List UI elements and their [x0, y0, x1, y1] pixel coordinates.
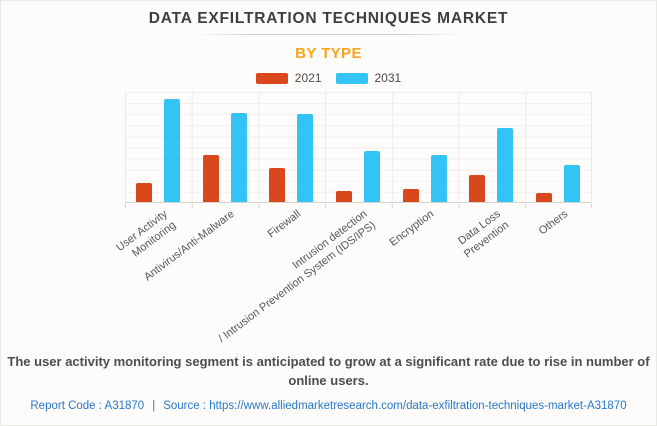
bar-group [125, 92, 192, 202]
report-code: Report Code : A31870 [30, 400, 145, 412]
bar-2031[interactable] [430, 155, 447, 202]
bar-group [458, 92, 525, 202]
source-label: Source : [163, 400, 207, 412]
bar-group [258, 92, 325, 202]
bar-2021[interactable] [202, 155, 219, 202]
legend-item-2021[interactable]: 2021 [255, 71, 322, 85]
bar-group [192, 92, 259, 202]
x-axis-label: Data Loss Prevention [456, 208, 512, 261]
source-url[interactable]: https://www.alliedmarketresearch.com/dat… [209, 400, 627, 412]
bar-2031[interactable] [563, 165, 580, 202]
x-axis-label: Encryption [387, 208, 437, 249]
x-axis-label: Intrusion detection / Intrusion Preventio… [216, 208, 378, 345]
x-axis-ticks [125, 204, 592, 208]
bar-2021[interactable] [402, 188, 419, 202]
x-axis-label: Others [536, 208, 570, 238]
bar-2021[interactable] [136, 183, 153, 202]
bar-2031[interactable] [164, 98, 181, 202]
x-axis-label: Firewall [265, 208, 304, 241]
bar-group [325, 92, 392, 202]
legend-label: 2021 [294, 71, 322, 85]
bar-2031[interactable] [497, 127, 514, 202]
bar-group [524, 92, 591, 202]
bar-group [391, 92, 458, 202]
bar-2021[interactable] [469, 175, 486, 202]
title-divider [192, 34, 465, 35]
source-line: Report Code : A31870 | Source : https://ww… [1, 400, 656, 412]
bar-2021[interactable] [269, 167, 286, 202]
bar-2021[interactable] [336, 190, 353, 202]
chart-description: The user activity monitoring segment is … [7, 354, 650, 388]
legend-label: 2031 [374, 71, 402, 85]
chart-subtitle: BY TYPE [295, 45, 362, 62]
bar-2031[interactable] [230, 113, 247, 202]
bar-2031[interactable] [297, 114, 314, 202]
separator: | [152, 400, 156, 412]
plot-area [125, 92, 592, 203]
legend-item-2031[interactable]: 2031 [335, 71, 402, 85]
legend-swatch-2021 [255, 72, 288, 84]
bar-2021[interactable] [535, 193, 552, 202]
legend-swatch-2031 [335, 72, 368, 84]
page-title: DATA EXFILTRATION TECHNIQUES MARKET [148, 10, 509, 27]
legend: 2021 2031 [1, 71, 656, 85]
bar-2031[interactable] [364, 150, 381, 202]
